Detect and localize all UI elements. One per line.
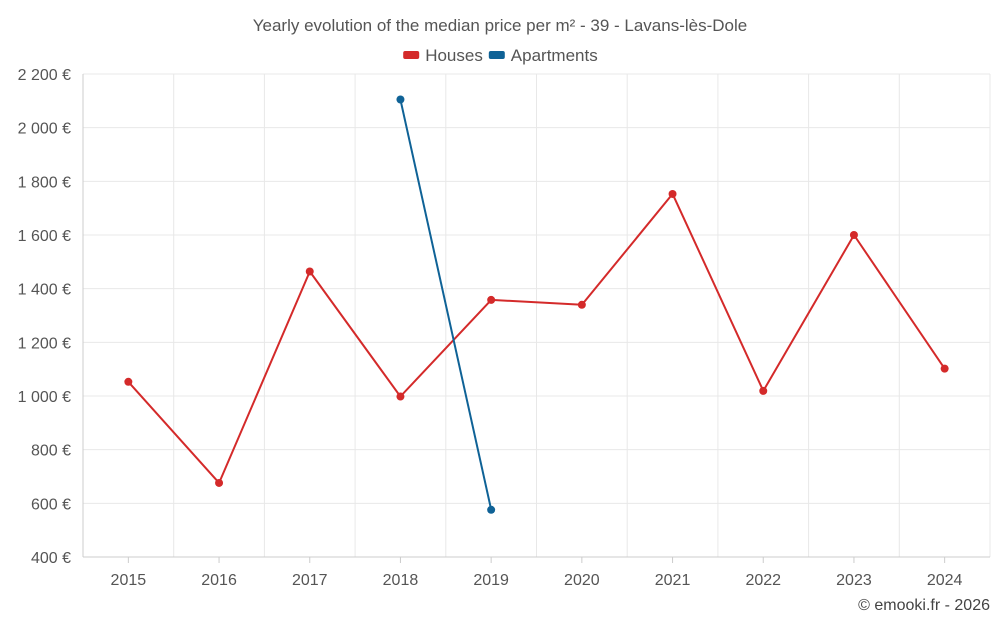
series-layer [124, 95, 949, 514]
x-tick-label: 2015 [111, 572, 147, 589]
y-tick-label: 800 € [31, 443, 71, 460]
x-tick-label: 2019 [473, 572, 509, 589]
y-tick-label: 2 000 € [18, 121, 71, 138]
data-point-houses [215, 478, 224, 487]
legend-label-houses: Houses [425, 46, 483, 65]
legend-swatch-houses [403, 51, 420, 59]
data-point-houses [759, 386, 768, 395]
data-point-houses [940, 364, 949, 373]
x-tick-label: 2016 [201, 572, 237, 589]
data-point-houses [396, 392, 405, 401]
y-tick-label: 1 200 € [18, 335, 71, 352]
data-point-apartments [396, 95, 405, 104]
y-tick-label: 400 € [31, 550, 71, 567]
credit-text: © emooki.fr - 2026 [858, 597, 990, 614]
legend-label-apartments: Apartments [511, 46, 598, 65]
data-point-houses [668, 189, 677, 198]
legend: Houses Apartments [403, 46, 598, 65]
y-tick-label: 1 800 € [18, 174, 71, 191]
y-tick-label: 600 € [31, 496, 71, 513]
data-point-apartments [487, 505, 496, 514]
x-tick-label: 2020 [564, 572, 600, 589]
x-tick-label: 2017 [292, 572, 328, 589]
data-point-houses [487, 295, 496, 304]
x-tick-label: 2022 [745, 572, 781, 589]
y-tick-label: 2 200 € [18, 67, 71, 84]
data-point-houses [577, 300, 586, 309]
y-tick-label: 1 600 € [18, 228, 71, 245]
data-point-houses [305, 267, 314, 276]
x-tick-label: 2018 [383, 572, 419, 589]
legend-swatch-apartments [488, 51, 505, 59]
chart-title: Yearly evolution of the median price per… [253, 16, 748, 35]
x-tick-label: 2021 [655, 572, 691, 589]
series-line-houses [127, 192, 946, 484]
series-line-apartments [399, 99, 493, 511]
data-point-houses [849, 231, 858, 239]
data-point-houses [124, 377, 133, 386]
y-tick-label: 1 400 € [18, 282, 71, 299]
x-tick-label: 2024 [927, 572, 963, 589]
y-axis: 400 € 600 € 800 € 1 000 € 1 200 € 1 400 € 1 60… [18, 67, 84, 567]
y-tick-label: 1 000 € [18, 389, 71, 406]
x-tick-label: 2023 [836, 572, 872, 589]
x-axis: 2015 2016 2017 2018 2019 2020 2021 2022 2023 2024 [83, 556, 990, 589]
